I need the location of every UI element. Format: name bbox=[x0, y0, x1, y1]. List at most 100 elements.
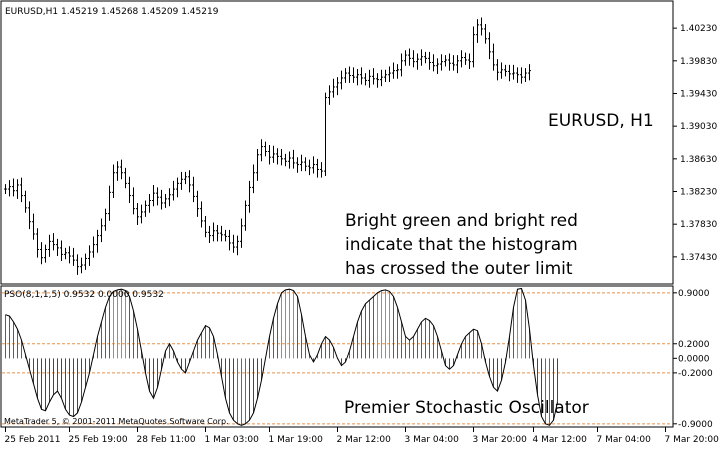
oscillator-axis: 0.9000 0.2000 0.0000 -0.2000 -0.9000 bbox=[673, 289, 713, 430]
price-bar bbox=[348, 66, 351, 83]
price-bar bbox=[500, 62, 503, 79]
price-bar bbox=[272, 145, 275, 163]
price-bar bbox=[160, 189, 163, 210]
price-bar bbox=[520, 67, 523, 84]
price-bar bbox=[164, 193, 167, 208]
time-axis-label: 1 Mar 03:00 bbox=[205, 435, 260, 445]
price-bar bbox=[80, 257, 83, 274]
price-bar bbox=[460, 50, 463, 68]
price-bar bbox=[180, 171, 183, 190]
oscillator-histogram bbox=[5, 288, 558, 426]
price-bar bbox=[328, 85, 331, 105]
watermark-label: EURUSD, H1 bbox=[548, 111, 654, 131]
price-bar bbox=[312, 156, 315, 174]
price-bar bbox=[224, 229, 227, 242]
price-bar bbox=[132, 187, 135, 215]
price-bar bbox=[100, 218, 103, 243]
price-bar bbox=[508, 64, 511, 82]
price-bar bbox=[420, 49, 423, 66]
price-bar bbox=[344, 68, 347, 83]
oscillator-axis-label: 0.9000 bbox=[678, 289, 710, 299]
price-bar bbox=[296, 157, 299, 173]
price-bar bbox=[220, 225, 223, 242]
price-bar bbox=[392, 62, 395, 79]
price-bar bbox=[496, 59, 499, 81]
price-bar bbox=[112, 164, 115, 199]
time-axis: 25 Feb 2011 25 Feb 19:00 28 Feb 11:00 1 Mar… bbox=[5, 427, 720, 445]
price-bar bbox=[104, 208, 107, 231]
copyright-footer: MetaTrader 5, © 2001-2011 MetaQuotes Sof… bbox=[4, 417, 229, 426]
price-bar bbox=[340, 70, 343, 90]
price-bar bbox=[316, 158, 319, 178]
oscillator-axis-label: -0.2000 bbox=[678, 369, 713, 379]
price-bar bbox=[300, 154, 303, 172]
time-axis-label: 7 Mar 04:00 bbox=[597, 435, 652, 445]
price-bar bbox=[292, 149, 295, 169]
price-bar bbox=[464, 52, 467, 65]
price-bar bbox=[528, 64, 531, 81]
price-bar bbox=[332, 78, 335, 98]
price-bar bbox=[232, 234, 235, 253]
price-bar bbox=[52, 233, 55, 251]
price-bar bbox=[404, 50, 407, 66]
price-bar bbox=[168, 188, 171, 207]
oscillator-title: Premier Stochastic Oscillator bbox=[344, 398, 589, 418]
price-bars bbox=[4, 17, 531, 275]
price-bar bbox=[200, 201, 203, 228]
time-axis-label: 2 Mar 12:00 bbox=[337, 435, 392, 445]
price-bar bbox=[76, 254, 79, 275]
price-bar bbox=[28, 201, 31, 230]
price-bar bbox=[504, 64, 507, 77]
price-bar bbox=[308, 159, 311, 176]
price-bar bbox=[380, 69, 383, 87]
price-bar bbox=[484, 24, 487, 44]
price-axis-label: 1.40230 bbox=[680, 24, 717, 34]
price-bar bbox=[116, 161, 119, 181]
price-bar bbox=[336, 77, 339, 96]
price-bar bbox=[212, 222, 215, 242]
price-bar bbox=[372, 68, 375, 85]
price-bar bbox=[152, 184, 155, 207]
price-bar bbox=[324, 92, 327, 176]
price-axis-label: 1.38630 bbox=[680, 155, 717, 165]
price-bar bbox=[8, 180, 11, 197]
price-bar bbox=[376, 73, 379, 88]
price-bar bbox=[416, 53, 419, 70]
price-bar bbox=[240, 218, 243, 248]
price-bar bbox=[204, 216, 207, 238]
price-bar bbox=[176, 177, 179, 198]
price-bar bbox=[488, 32, 491, 60]
price-bar bbox=[408, 48, 411, 66]
time-axis-label: 3 Mar 20:00 bbox=[473, 435, 528, 445]
price-bar bbox=[244, 200, 247, 231]
price-bar bbox=[188, 170, 191, 193]
price-bar bbox=[492, 43, 495, 71]
time-axis-label: 1 Mar 19:00 bbox=[269, 435, 324, 445]
price-panel-frame bbox=[0, 0, 674, 285]
price-bar bbox=[36, 228, 39, 258]
price-bar bbox=[364, 73, 367, 86]
oscillator-header: PSO(8,1,1,5) 0.9532 0.0000 0.9532 bbox=[4, 290, 164, 300]
price-bar bbox=[304, 157, 307, 172]
price-bar bbox=[124, 167, 127, 189]
price-bar bbox=[248, 180, 251, 213]
price-bar bbox=[436, 58, 439, 74]
price-bar bbox=[92, 236, 95, 258]
annotation-line-3: has crossed the outer limit bbox=[345, 259, 573, 279]
price-bar bbox=[196, 190, 199, 217]
price-bar bbox=[148, 193, 151, 213]
price-bar bbox=[184, 171, 187, 185]
price-bar bbox=[448, 53, 451, 71]
price-bar bbox=[44, 244, 47, 263]
price-bar bbox=[320, 162, 323, 178]
price-axis-label: 1.38230 bbox=[680, 188, 717, 198]
price-bar bbox=[260, 139, 263, 162]
price-bar bbox=[524, 68, 527, 83]
price-bar bbox=[256, 149, 259, 181]
time-axis-label: 7 Mar 20:00 bbox=[665, 435, 720, 445]
oscillator-line bbox=[5, 287, 558, 426]
price-bar bbox=[4, 184, 7, 194]
price-bar bbox=[284, 153, 287, 167]
